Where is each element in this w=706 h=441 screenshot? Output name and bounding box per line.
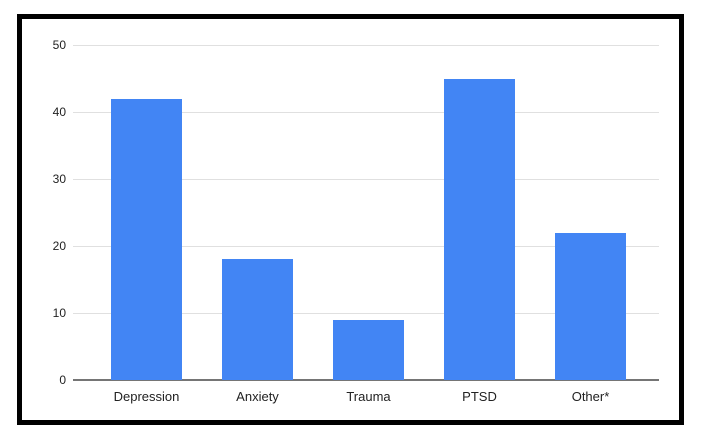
x-category-label-ptsd: PTSD <box>462 389 497 404</box>
bar-ptsd <box>444 78 515 380</box>
chart-frame: 0 10 20 30 40 50 Depression Anxiety Trauma PTSD Ot… <box>17 14 684 425</box>
y-tick-label-40: 40 <box>52 105 66 119</box>
bar-depression <box>111 98 182 380</box>
gridline-40 <box>73 112 659 113</box>
y-tick-label-10: 10 <box>52 306 66 320</box>
x-category-label-depression: Depression <box>113 389 180 404</box>
bar-anxiety <box>222 259 293 380</box>
bar-trauma <box>333 319 404 380</box>
gridline-50 <box>73 45 659 46</box>
x-category-label-anxiety: Anxiety <box>236 389 279 404</box>
y-tick-label-20: 20 <box>52 239 66 253</box>
gridline-10 <box>73 313 659 314</box>
y-tick-label-30: 30 <box>52 172 66 186</box>
bar-other <box>555 232 626 380</box>
x-category-label-trauma: Trauma <box>346 389 391 404</box>
y-tick-label-50: 50 <box>52 38 66 52</box>
gridline-30 <box>73 179 659 180</box>
x-axis-line <box>73 379 659 381</box>
gridline-20 <box>73 246 659 247</box>
y-tick-label-0: 0 <box>59 373 66 387</box>
x-category-label-other: Other* <box>571 389 610 404</box>
bar-chart-plot-area: 0 10 20 30 40 50 Depression Anxiety Trauma PTSD Ot… <box>22 19 679 420</box>
